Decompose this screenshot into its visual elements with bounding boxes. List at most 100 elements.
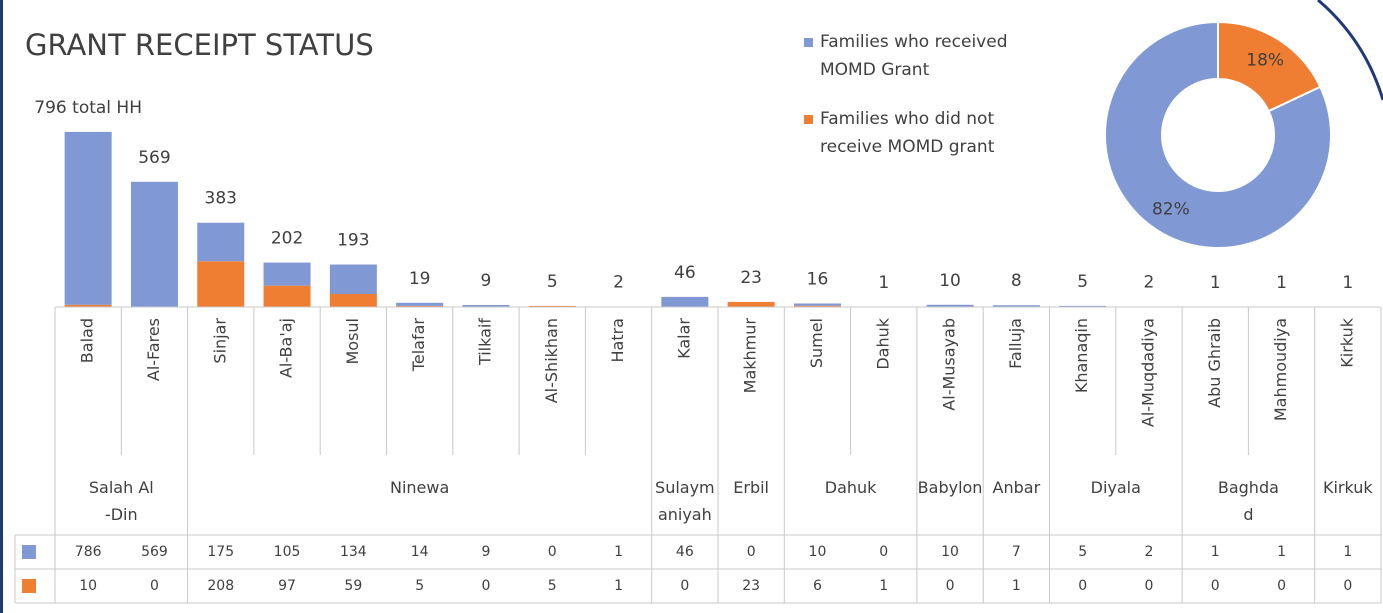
bar-segment [793, 305, 841, 307]
group-label: Dahuk [824, 478, 877, 497]
table-cell: 1 [614, 544, 623, 560]
x-tick-label: Khanaqin [1072, 318, 1091, 393]
bar-segment [197, 222, 245, 262]
x-tick-label: Tilkaif [475, 318, 494, 366]
total-label: 202 [271, 229, 303, 249]
table-cell: 786 [75, 544, 102, 560]
legend-marker [804, 115, 813, 124]
table-cell: 9 [481, 544, 490, 560]
x-tick-label: Al-Shikhan [542, 318, 561, 403]
table-cell: 0 [1144, 578, 1153, 594]
total-label: 1 [1210, 273, 1221, 293]
table-cell: 5 [1078, 544, 1087, 560]
group-label: Salah Al-Din [88, 478, 154, 524]
table-cell: 0 [1343, 578, 1352, 594]
x-tick-label: Sinjar [210, 318, 229, 364]
total-label: 1 [878, 273, 889, 293]
x-tick-label: Makhmur [741, 318, 760, 394]
bar-segment [727, 301, 775, 307]
x-tick-label: Al-Muqdadiya [1138, 318, 1157, 427]
legend-label: Families who did not receive MOMD grant [820, 109, 995, 157]
bar-segment [64, 131, 112, 305]
x-tick-label: Kalar [674, 318, 693, 359]
slice-label: 18% [1246, 51, 1284, 71]
table-cell: 97 [278, 578, 296, 594]
total-label: 2 [1144, 273, 1155, 293]
table-cell: 1 [1211, 544, 1220, 560]
legend-marker [22, 545, 36, 559]
total-label: 796 total HH [34, 98, 142, 118]
table-cell: 59 [344, 578, 362, 594]
table-cell: 10 [809, 544, 827, 560]
bar-segment [661, 296, 709, 307]
table-cell: 7 [1012, 544, 1021, 560]
group-label: Sulaymaniyah [655, 478, 715, 524]
legend-label: Families who received MOMD Grant [820, 32, 1008, 80]
table-cell: 10 [79, 578, 97, 594]
bar-segment [329, 294, 377, 307]
x-tick-label: Mosul [343, 318, 362, 365]
table-cell: 1 [1343, 544, 1352, 560]
bar-segment [263, 262, 311, 286]
table-cell: 0 [481, 578, 490, 594]
bar-segment [329, 264, 377, 295]
table-cell: 23 [742, 578, 760, 594]
slice-label: 82% [1152, 199, 1190, 219]
group-label: Anbar [992, 478, 1041, 497]
total-label: 10 [939, 271, 961, 291]
table-cell: 0 [1211, 578, 1220, 594]
table-cell: 5 [415, 578, 424, 594]
bar-segment [263, 285, 311, 307]
table-cell: 10 [941, 544, 959, 560]
total-label: 2 [613, 273, 624, 293]
x-tick-label: Telafar [409, 318, 428, 373]
legend-marker [804, 38, 813, 47]
group-label: Baghdad [1217, 478, 1279, 524]
table-cell: 0 [1078, 578, 1087, 594]
total-label: 193 [337, 231, 369, 251]
bar-segment [396, 302, 444, 306]
table-cell: 0 [680, 578, 689, 594]
table-cell: 105 [274, 544, 301, 560]
table-cell: 14 [411, 544, 429, 560]
group-label: Babylon [917, 478, 983, 497]
bar-segment [926, 304, 974, 307]
table-cell: 1 [1277, 544, 1286, 560]
frame-curve [1317, 0, 1383, 101]
bar-segment [992, 305, 1040, 307]
table-cell: 2 [1144, 544, 1153, 560]
table-cell: 1 [879, 578, 888, 594]
table-cell: 175 [207, 544, 234, 560]
chart-title: GRANT RECEIPT STATUS [25, 28, 374, 62]
table-cell: 6 [813, 578, 822, 594]
total-label: 5 [547, 272, 558, 292]
total-label: 5 [1077, 272, 1088, 292]
total-label: 569 [138, 148, 170, 168]
bar-segment [1059, 305, 1107, 307]
total-label: 46 [674, 263, 696, 283]
table-cell: 5 [548, 578, 557, 594]
x-tick-label: Al-Ba'aj [277, 318, 296, 378]
table-cell: 1 [614, 578, 623, 594]
table-cell: 1 [1012, 578, 1021, 594]
x-tick-label: Sumel [807, 318, 826, 368]
donut-slice [1104, 20, 1332, 249]
group-label: Kirkuk [1322, 478, 1373, 497]
total-label: 19 [409, 269, 431, 289]
table-cell: 46 [676, 544, 694, 560]
table-cell: 0 [548, 544, 557, 560]
table-cell: 0 [150, 578, 159, 594]
x-tick-label: Kirkuk [1337, 317, 1356, 367]
x-tick-label: Al-Fares [144, 318, 163, 381]
table-cell: 0 [946, 578, 955, 594]
table-cell: 569 [141, 544, 168, 560]
table-cell: 208 [207, 578, 234, 594]
bar-segment [64, 304, 112, 307]
group-label: Erbil [733, 478, 769, 497]
group-label: Ninewa [389, 478, 450, 497]
legend-marker [22, 579, 36, 593]
total-label: 9 [481, 271, 492, 291]
x-tick-label: Al-Musayab [940, 318, 959, 411]
bar-segment [130, 181, 178, 307]
